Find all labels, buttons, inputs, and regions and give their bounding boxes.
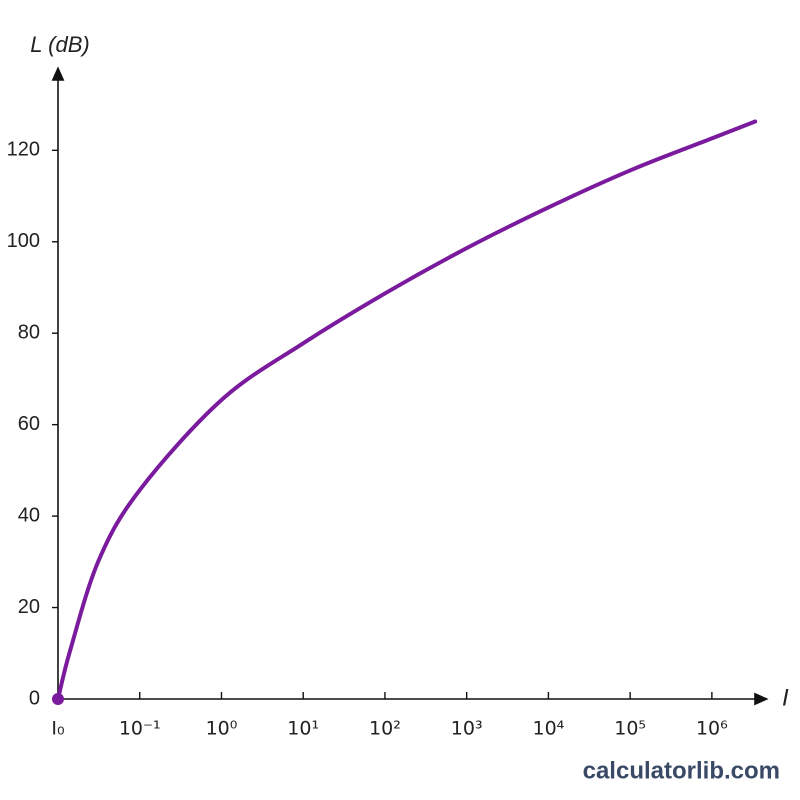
x-tick-label: I₀ — [51, 718, 64, 740]
origin-point — [52, 693, 64, 705]
y-tick-label: 100 — [7, 230, 40, 252]
y-tick-label: 120 — [7, 139, 40, 161]
x-tick-label: 10³ — [451, 718, 483, 740]
y-tick-label: 40 — [18, 504, 40, 526]
x-axis-label: I — [782, 684, 789, 711]
watermark: calculatorlib.com — [583, 757, 780, 784]
x-tick-label: 10¹ — [287, 718, 319, 740]
y-axis-label: L (dB) — [30, 32, 90, 57]
x-tick-label: 10⁴ — [533, 718, 565, 740]
x-tick-label: 10⁵ — [614, 718, 646, 740]
y-tick-label: 80 — [18, 321, 40, 343]
y-tick-label: 0 — [29, 687, 40, 709]
x-tick-label: 10⁶ — [696, 718, 728, 740]
y-tick-label: 20 — [18, 596, 40, 618]
y-tick-label: 60 — [18, 413, 40, 435]
curve — [56, 119, 758, 701]
x-tick-label: 10⁻¹ — [119, 718, 161, 740]
x-tick-label: 10⁰ — [206, 718, 238, 740]
x-tick-label: 10² — [369, 718, 401, 740]
